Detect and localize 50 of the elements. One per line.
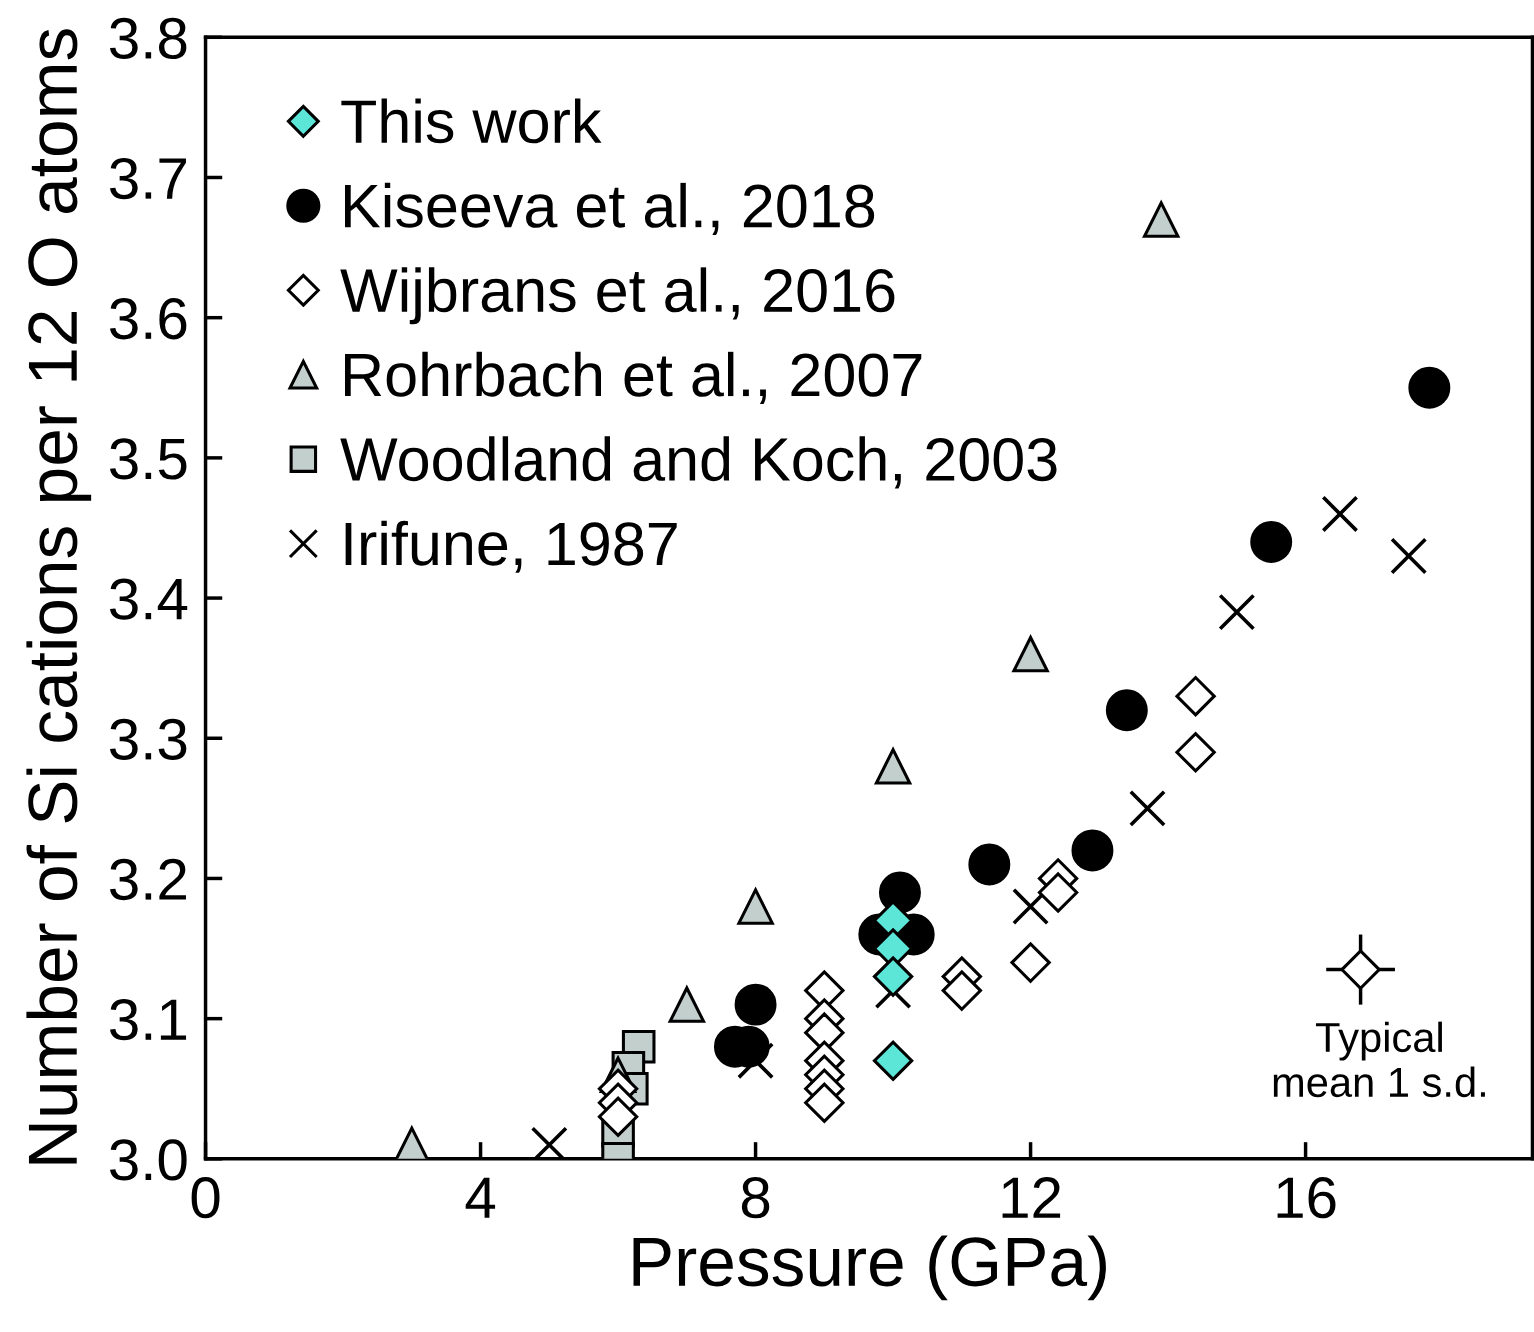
- point: [874, 748, 912, 785]
- point: [804, 1082, 845, 1123]
- point: [1250, 521, 1293, 563]
- y-tick-label: 3.7: [110, 157, 186, 200]
- point: [734, 983, 777, 1026]
- point: [1012, 635, 1049, 673]
- point: [1390, 537, 1428, 575]
- legend-label: Kiseeva et al., 2018: [345, 182, 875, 235]
- point: [737, 888, 774, 925]
- x-axis-title: Pressure (GPa): [633, 1235, 1106, 1301]
- x-tick-label: 12: [1002, 1177, 1061, 1218]
- legend-label: Wijbrans et al., 2016: [340, 267, 895, 325]
- point: [1010, 942, 1051, 983]
- point: [1218, 593, 1256, 631]
- point: [1321, 495, 1359, 533]
- point: [1037, 872, 1079, 913]
- point: [872, 1040, 914, 1081]
- point: [1012, 888, 1050, 925]
- legend-label: Rohrbach et al., 2007: [345, 351, 922, 404]
- legend-label: Irifune, 1987: [345, 520, 677, 573]
- legend-label: This work: [341, 98, 602, 144]
- point: [1175, 676, 1216, 717]
- legend-label: Woodland and Koch, 2003: [340, 436, 1057, 489]
- annotation: Typical mean 1 s.d.: [1273, 1021, 1485, 1098]
- y-tick-label: 3.8: [110, 17, 187, 60]
- y-tick-label: 3.1: [110, 999, 187, 1041]
- point: [1105, 689, 1148, 732]
- point: [668, 986, 706, 1023]
- x-tick-label: 0: [191, 1177, 220, 1219]
- point: [968, 843, 1011, 886]
- y-axis-title: Number of Si cations per 12 O atoms: [26, 29, 92, 1164]
- y-tick-label: 3.3: [110, 718, 187, 760]
- y-tick-label: 3.0: [110, 1139, 187, 1181]
- point: [872, 956, 914, 997]
- point: [1408, 366, 1451, 409]
- y-tick-label: 3.5: [110, 438, 187, 480]
- point: [1340, 949, 1381, 990]
- point: [941, 970, 983, 1011]
- point: [597, 1096, 639, 1137]
- point: [1175, 732, 1216, 773]
- x-tick-label: 16: [1277, 1177, 1336, 1219]
- x-tick-label: 4: [465, 1177, 496, 1218]
- point: [1128, 789, 1166, 827]
- point: [1071, 829, 1114, 872]
- point: [1143, 201, 1180, 238]
- x-tick-label: 8: [741, 1177, 770, 1219]
- y-tick-label: 3.4: [110, 578, 188, 620]
- point: [878, 871, 921, 914]
- y-tick-label: 3.2: [110, 858, 186, 901]
- y-tick-label: 3.6: [110, 298, 187, 340]
